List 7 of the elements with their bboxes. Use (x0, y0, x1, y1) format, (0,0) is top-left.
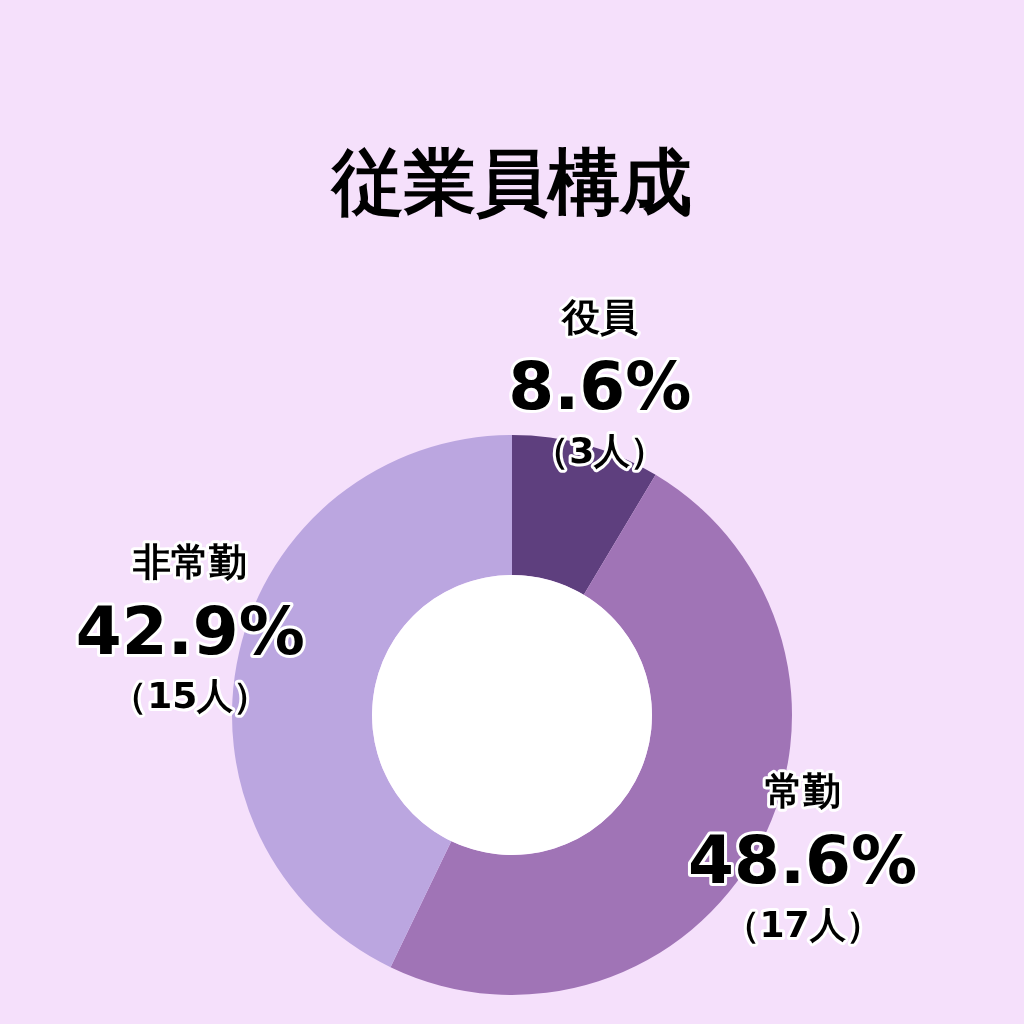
slice-label: 非常勤 (132, 539, 248, 584)
slice-label: 役員 (560, 294, 638, 339)
slice-label: 常勤 (764, 769, 841, 814)
donut-slice (512, 435, 656, 595)
chart-title: 従業員構成 (330, 140, 692, 224)
data-label: 48.6% （17人） (688, 822, 918, 946)
data-label: 42.9% （15人） (75, 592, 305, 716)
